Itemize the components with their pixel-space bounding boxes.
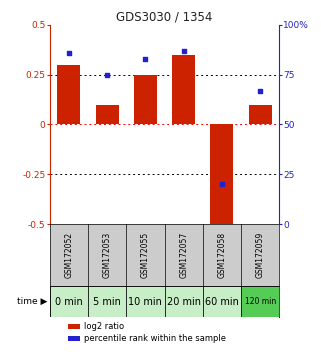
Text: percentile rank within the sample: percentile rank within the sample bbox=[84, 334, 226, 343]
Text: 10 min: 10 min bbox=[128, 297, 162, 307]
Point bbox=[257, 88, 263, 93]
Title: GDS3030 / 1354: GDS3030 / 1354 bbox=[116, 11, 213, 24]
Bar bbox=[172, 55, 195, 125]
Bar bbox=[68, 336, 80, 341]
Bar bbox=[88, 286, 126, 317]
Text: log2 ratio: log2 ratio bbox=[84, 322, 124, 331]
Bar bbox=[211, 125, 233, 228]
Text: 20 min: 20 min bbox=[167, 297, 201, 307]
Bar bbox=[203, 286, 241, 317]
Bar bbox=[241, 286, 279, 317]
Text: 60 min: 60 min bbox=[205, 297, 239, 307]
Text: GSM172055: GSM172055 bbox=[141, 232, 150, 278]
Bar bbox=[134, 75, 157, 125]
Text: GSM172059: GSM172059 bbox=[256, 232, 265, 278]
Bar bbox=[249, 104, 272, 125]
Bar bbox=[126, 286, 164, 317]
Bar bbox=[57, 65, 80, 125]
Text: GSM172052: GSM172052 bbox=[65, 232, 74, 278]
Text: time ▶: time ▶ bbox=[17, 297, 48, 306]
Bar bbox=[96, 104, 118, 125]
Point bbox=[219, 182, 224, 187]
Text: GSM172057: GSM172057 bbox=[179, 232, 188, 278]
Point bbox=[105, 72, 110, 78]
Bar bbox=[68, 324, 80, 329]
Text: 5 min: 5 min bbox=[93, 297, 121, 307]
Text: 0 min: 0 min bbox=[55, 297, 83, 307]
Text: 120 min: 120 min bbox=[245, 297, 276, 306]
Bar bbox=[164, 286, 203, 317]
Point bbox=[181, 48, 186, 53]
Point bbox=[143, 56, 148, 62]
Text: GSM172053: GSM172053 bbox=[103, 232, 112, 278]
Bar bbox=[50, 286, 88, 317]
Text: GSM172058: GSM172058 bbox=[217, 232, 226, 278]
Point bbox=[66, 50, 72, 56]
